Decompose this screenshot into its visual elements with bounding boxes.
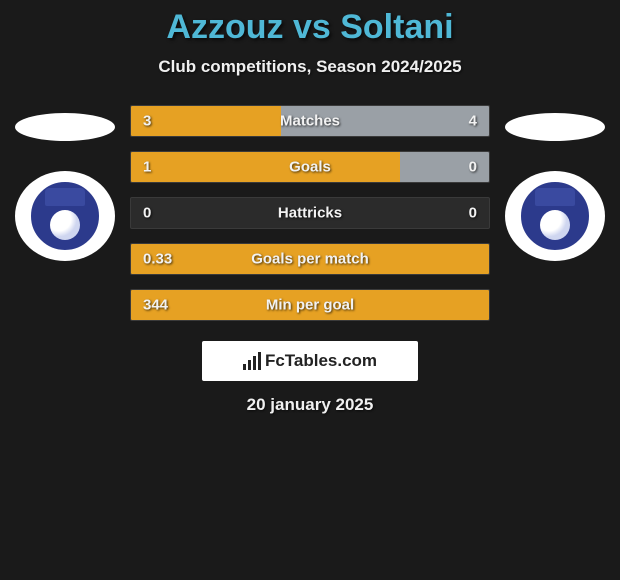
stat-fill-left (131, 106, 281, 136)
page-title: Azzouz vs Soltani (0, 8, 620, 47)
stat-value-right: 0 (469, 205, 477, 222)
left-player-column (10, 105, 120, 261)
club-badge-icon (518, 179, 592, 253)
stat-value-right: 4 (469, 113, 477, 130)
stats-bars: 3 Matches 4 1 Goals 0 0 Hattricks 0 0.33… (130, 105, 490, 321)
stat-bar: 3 Matches 4 (130, 105, 490, 137)
player-photo-placeholder-left (15, 113, 115, 141)
stat-value-left: 344 (143, 297, 168, 314)
club-badge-icon (28, 179, 102, 253)
stat-value-right: 0 (469, 159, 477, 176)
stat-value-left: 0.33 (143, 251, 172, 268)
stat-label: Goals per match (251, 251, 369, 268)
club-badge-left (15, 171, 115, 261)
stat-label: Min per goal (266, 297, 354, 314)
club-badge-right (505, 171, 605, 261)
stat-value-left: 0 (143, 205, 151, 222)
stat-label: Hattricks (278, 205, 342, 222)
brand-text: FcTables.com (265, 351, 377, 371)
stat-label: Goals (289, 159, 331, 176)
brand-badge: FcTables.com (202, 341, 418, 381)
stat-value-left: 1 (143, 159, 151, 176)
stat-bar: 344 Min per goal (130, 289, 490, 321)
stat-value-left: 3 (143, 113, 151, 130)
date-label: 20 january 2025 (0, 395, 620, 415)
page-subtitle: Club competitions, Season 2024/2025 (0, 57, 620, 77)
comparison-content: 3 Matches 4 1 Goals 0 0 Hattricks 0 0.33… (0, 105, 620, 321)
stat-bar: 0 Hattricks 0 (130, 197, 490, 229)
brand-chart-icon (243, 352, 261, 370)
right-player-column (500, 105, 610, 261)
player-photo-placeholder-right (505, 113, 605, 141)
stat-bar: 0.33 Goals per match (130, 243, 490, 275)
stat-bar: 1 Goals 0 (130, 151, 490, 183)
stat-fill-left (131, 152, 400, 182)
stat-label: Matches (280, 113, 340, 130)
